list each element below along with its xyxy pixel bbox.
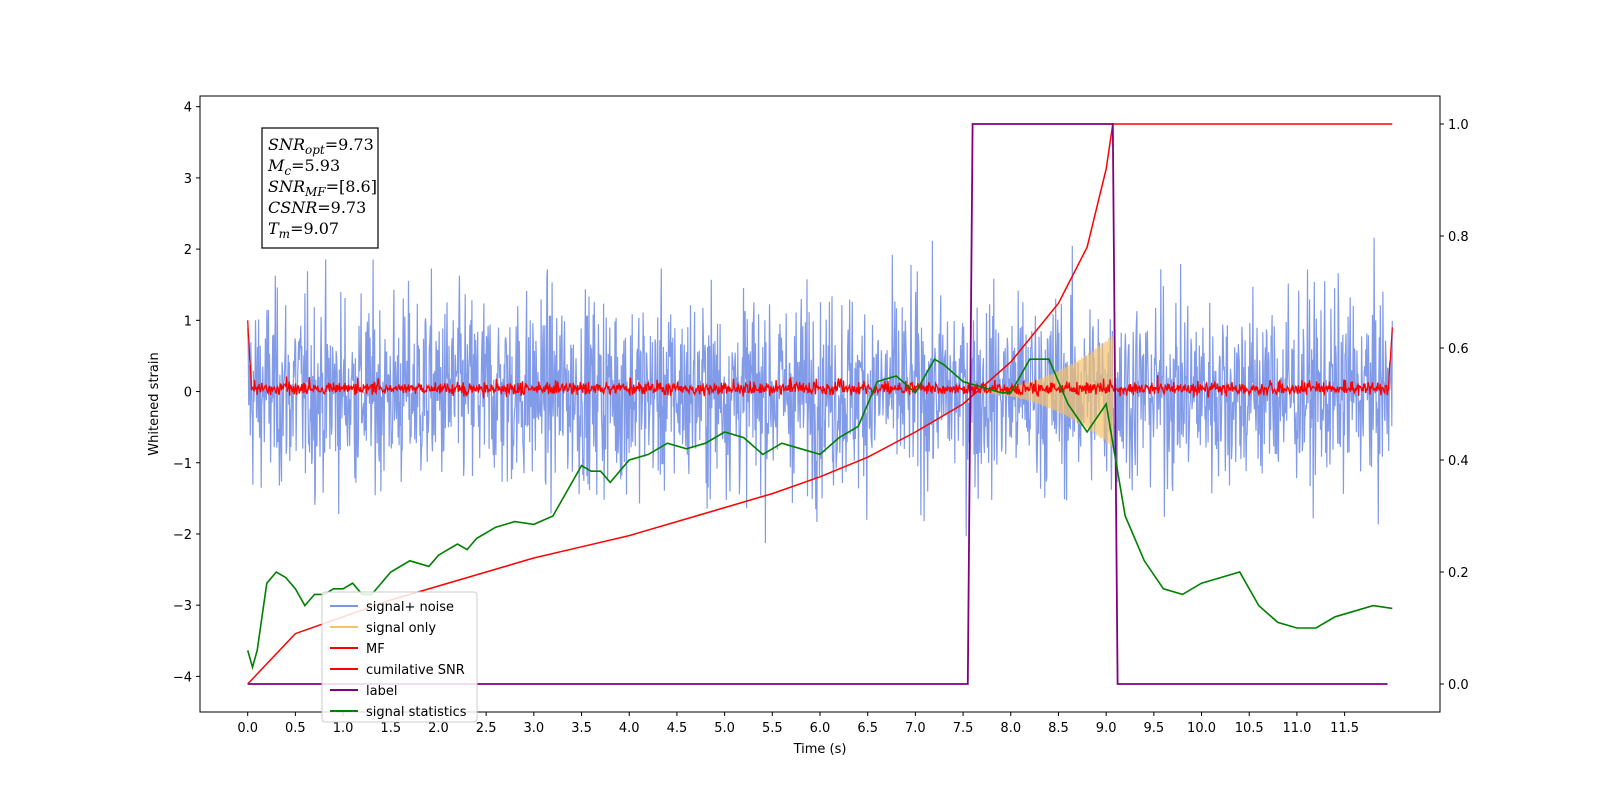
y-tick-label: −4 [173,670,192,685]
annotation-symbol: SNR [268,135,305,154]
axes-layer: 0.0 0.5 1.0 1.5 2.0 2.5 3.0 3.5 4.0 4.5 5.0 5.5 6.0 6… [173,101,1469,736]
x-tick-label: 11.5 [1330,721,1359,736]
series-signal-only [963,335,1114,447]
x-tick-label: 6.5 [857,721,878,736]
y-tick-label: 2 [184,243,192,258]
x-tick-label: 3.5 [571,721,592,736]
y-tick-label: 3 [184,172,192,187]
annotation-subscript: opt [305,143,325,157]
series-label [247,123,1388,685]
annotation-symbol: CSNR [268,198,317,217]
legend-entry: signal statistics [366,705,467,720]
x-tick-label: 9.0 [1096,721,1117,736]
legend-entry: signal only [366,621,436,636]
legend: signal+ noise signal only MF cumilative SNR… [321,591,478,723]
x-tick-label: 7.5 [953,721,974,736]
legend-entry: label [366,684,397,699]
y-tick-label: −1 [173,457,192,472]
x-tick-label: 7.0 [905,721,926,736]
series-signal-statistics [246,358,1393,671]
y-tick-label: 1 [184,314,192,329]
x-tick-label: 8.0 [1000,721,1021,736]
legend-entry: MF [366,642,385,657]
legend-frame [321,591,478,723]
y-tick-label: −2 [173,528,192,543]
x-tick-label: 5.0 [714,721,735,736]
annotation-subscript: MF [304,185,326,199]
y-right-tick-label: 0.0 [1448,678,1469,693]
annotation-subscript: c [284,164,291,178]
x-tick-label: 8.5 [1048,721,1069,736]
x-tick-label: 1.0 [333,721,354,736]
annotation-line: SNRMF=[8.6] [268,177,377,199]
y-right-tick-label: 0.6 [1448,342,1469,357]
y-right-tick-label: 1.0 [1448,118,1469,133]
annotation-subscript: m [279,227,290,241]
y-tick-label: −3 [173,599,192,614]
y-right-tick-label: 0.2 [1448,566,1469,581]
x-tick-label: 5.5 [762,721,783,736]
series-signal-plus-noise [247,237,1393,544]
annotation-symbol: T [268,219,280,238]
annotation-line: CSNR=9.73 [268,198,366,217]
y-right-tick-label: 0.8 [1448,230,1469,245]
legend-entry: cumilative SNR [366,663,465,678]
series-mf [247,320,1393,399]
x-tick-label: 9.5 [1144,721,1165,736]
x-tick-label: 10.5 [1235,721,1264,736]
annotation-line: SNRopt=9.73 [268,135,374,157]
annotation-value: =9.73 [325,135,374,154]
legend-entry: signal+ noise [366,600,454,615]
annotation-value: =9.73 [317,198,366,217]
stats-annotation-box: SNRopt=9.73Mc=5.93SNRMF=[8.6]CSNR=9.73Tm… [261,127,379,249]
x-tick-label: 2.0 [428,721,449,736]
x-axis-label: Time (s) [793,742,847,757]
annotation-value: =[8.6] [326,177,377,196]
x-tick-label: 11.0 [1282,721,1311,736]
y-tick-label: 0 [184,386,192,401]
annotation-value: =5.93 [291,156,340,175]
y-right-tick-label: 0.4 [1448,454,1469,469]
annotation-line: Mc=5.93 [267,156,340,178]
annotation-value: =9.07 [290,219,339,238]
annotation-symbol: SNR [268,177,305,196]
x-tick-label: 6.0 [810,721,831,736]
x-tick-label: 10.0 [1187,721,1216,736]
x-tick-label: 4.5 [667,721,688,736]
x-tick-label: 4.0 [619,721,640,736]
x-tick-label: 1.5 [380,721,401,736]
x-tick-label: 3.0 [524,721,545,736]
x-tick-label: 0.0 [237,721,258,736]
y-tick-label: 4 [184,101,192,116]
annotation-frame [261,127,379,249]
annotation-line: Tm=9.07 [268,219,339,241]
x-tick-label: 0.5 [285,721,306,736]
y-axis-label: Whitened strain [147,352,162,455]
annotation-symbol: M [267,156,285,175]
x-tick-label: 2.5 [476,721,497,736]
